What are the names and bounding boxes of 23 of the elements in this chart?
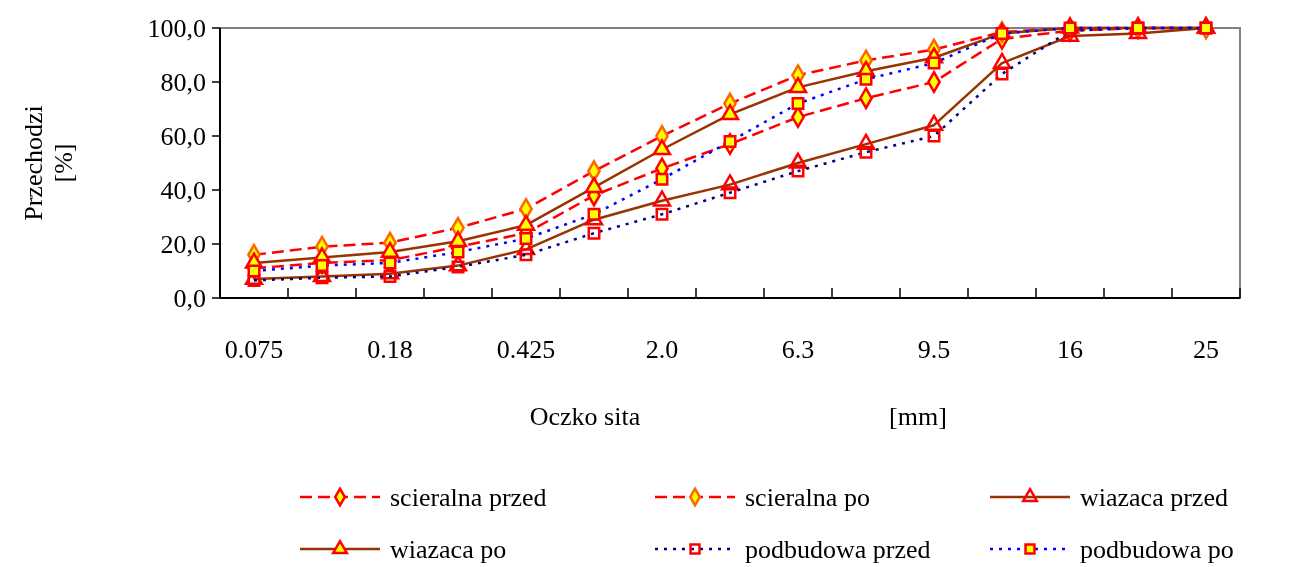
text: [mm] [889,402,947,431]
y-tick-label: 40,0 [160,176,206,206]
legend-label: wiazaca po [390,535,507,565]
legend-label: podbudowa po [1080,535,1234,565]
x-tick-label: 6.3 [781,335,815,364]
y-tick-label: 0,0 [173,284,206,314]
legend-label: podbudowa przed [745,535,931,565]
x-tick-label: 0.425 [496,335,556,364]
y-axis-title: Przechodzi [%] [19,105,78,221]
x-tick-label: 2.0 [645,335,679,364]
x-axis-title: Oczko sita [529,402,641,431]
y-tick-label: 80,0 [160,68,206,98]
y-tick-label: 20,0 [160,230,206,260]
y-tick-label: 60,0 [160,122,206,152]
x-tick-label: 0.075 [224,335,284,364]
x-tick-label: 9.5 [917,335,951,364]
x-tick-label: 0.18 [367,335,413,364]
x-tick-label: 16 [1057,335,1083,364]
legend-label: wiazaca przed [1080,483,1228,513]
legend-label: scieralna przed [390,483,547,513]
x-tick-label: 25 [1193,335,1219,364]
y-tick-label: 100,0 [147,14,206,44]
legend-label: scieralna po [745,483,870,513]
